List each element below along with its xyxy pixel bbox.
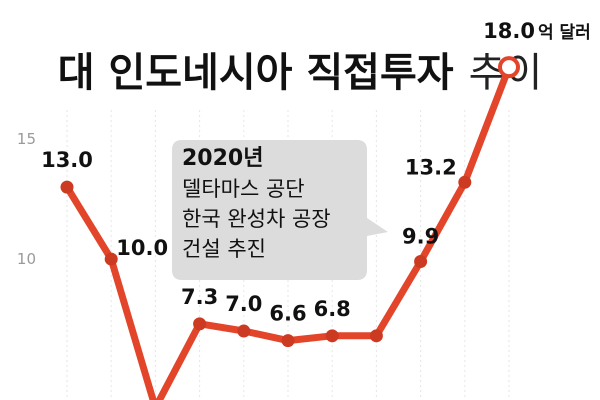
data-label: 9.9 [402,224,439,248]
data-point [369,329,383,343]
y-tick-label: 15 [17,130,36,148]
data-label: 13.2 [405,155,457,179]
annotation-line-2: 한국 완성차 공장 [182,207,331,231]
unit-label: 억 달러 [538,22,591,43]
annotation-bubble [172,140,388,280]
data-point [193,317,207,331]
chart-title-main: 대 인도네시아 직접투자 [58,50,454,96]
y-tick-label: 10 [17,250,36,268]
data-point [104,252,118,266]
annotation-year: 2020년 [182,146,263,171]
data-label-max: 18.0 억 달러 [483,19,591,43]
point-markers [60,56,520,348]
annotation-line-3: 건설 추진 [182,237,266,261]
data-point [237,324,251,338]
data-label: 6.8 [314,297,351,321]
data-label: 7.3 [181,285,218,309]
data-point [281,334,295,348]
data-label: 10.0 [116,236,168,260]
data-labels: 13.0 10.0 7.3 7.0 6.6 6.8 9.9 13.2 18.0 억 달러 [41,19,591,325]
data-point [414,254,428,268]
data-label: 13.0 [41,148,93,172]
data-label: 6.6 [269,302,306,326]
data-point [458,175,472,189]
data-point [325,329,339,343]
y-axis-ticks: 10 15 [17,130,36,268]
data-point [60,180,74,194]
data-label-value: 18.0 [483,19,535,43]
annotation-line-1: 델타마스 공단 [182,177,305,201]
annotation-callout: 2020년 델타마스 공단 한국 완성차 공장 건설 추진 [172,140,388,280]
data-point-max [498,56,520,79]
data-label: 7.0 [225,292,262,316]
chart-title: 대 인도네시아 직접투자 추이 [58,50,543,96]
